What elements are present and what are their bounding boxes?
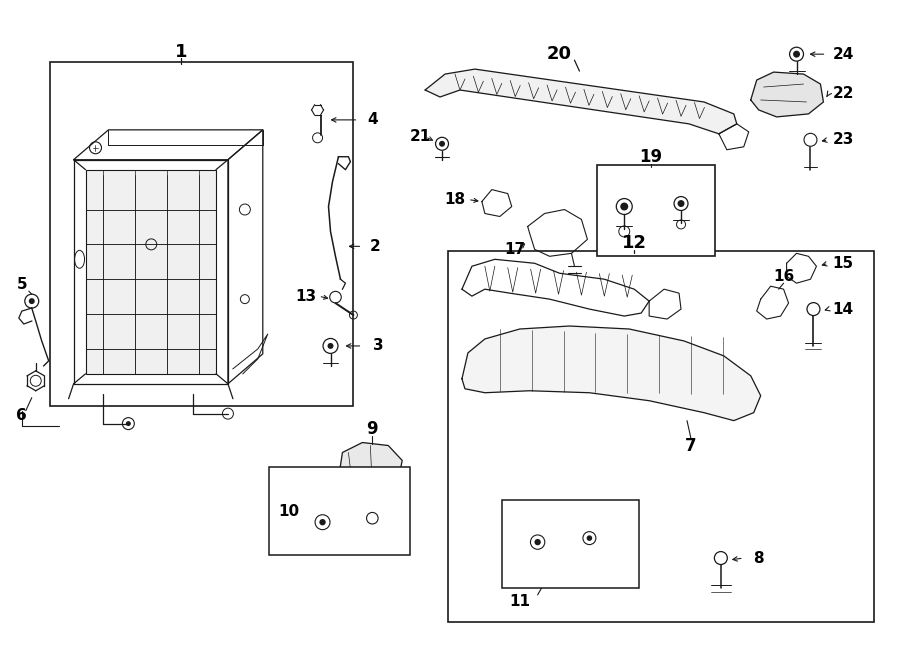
Polygon shape: [338, 442, 402, 492]
Text: 4: 4: [367, 112, 378, 128]
Circle shape: [320, 519, 326, 525]
Text: 23: 23: [832, 132, 854, 147]
Circle shape: [535, 539, 541, 545]
Circle shape: [126, 421, 130, 426]
Bar: [269, 467, 410, 555]
Bar: [598, 165, 715, 256]
Text: 7: 7: [685, 436, 697, 455]
Bar: [502, 500, 639, 588]
Text: 15: 15: [832, 256, 854, 271]
Circle shape: [29, 298, 35, 304]
Text: 8: 8: [753, 551, 764, 566]
Text: 18: 18: [445, 192, 465, 207]
Text: 3: 3: [373, 338, 383, 354]
Circle shape: [678, 200, 685, 207]
Polygon shape: [425, 69, 737, 134]
Text: 24: 24: [832, 47, 854, 61]
Bar: [86, 170, 216, 374]
Text: 13: 13: [295, 289, 316, 303]
Text: 22: 22: [832, 87, 854, 102]
Text: 11: 11: [509, 594, 530, 609]
Circle shape: [439, 141, 445, 147]
Bar: [50, 62, 354, 406]
Text: 6: 6: [16, 408, 27, 423]
Bar: [448, 251, 874, 622]
Text: 17: 17: [504, 242, 526, 257]
Polygon shape: [462, 326, 760, 420]
Circle shape: [620, 202, 628, 210]
Circle shape: [587, 535, 592, 541]
Text: 9: 9: [366, 420, 378, 438]
Text: 1: 1: [175, 43, 187, 61]
Circle shape: [328, 343, 334, 349]
Text: 20: 20: [547, 45, 572, 63]
Text: 10: 10: [278, 504, 299, 519]
Text: 16: 16: [773, 269, 794, 284]
Polygon shape: [751, 72, 824, 117]
Circle shape: [793, 51, 800, 58]
Text: 19: 19: [640, 147, 662, 166]
Text: 21: 21: [410, 130, 431, 144]
Text: 14: 14: [832, 301, 854, 317]
Text: 2: 2: [370, 239, 381, 254]
Text: 12: 12: [622, 235, 647, 253]
Text: 5: 5: [16, 277, 27, 292]
